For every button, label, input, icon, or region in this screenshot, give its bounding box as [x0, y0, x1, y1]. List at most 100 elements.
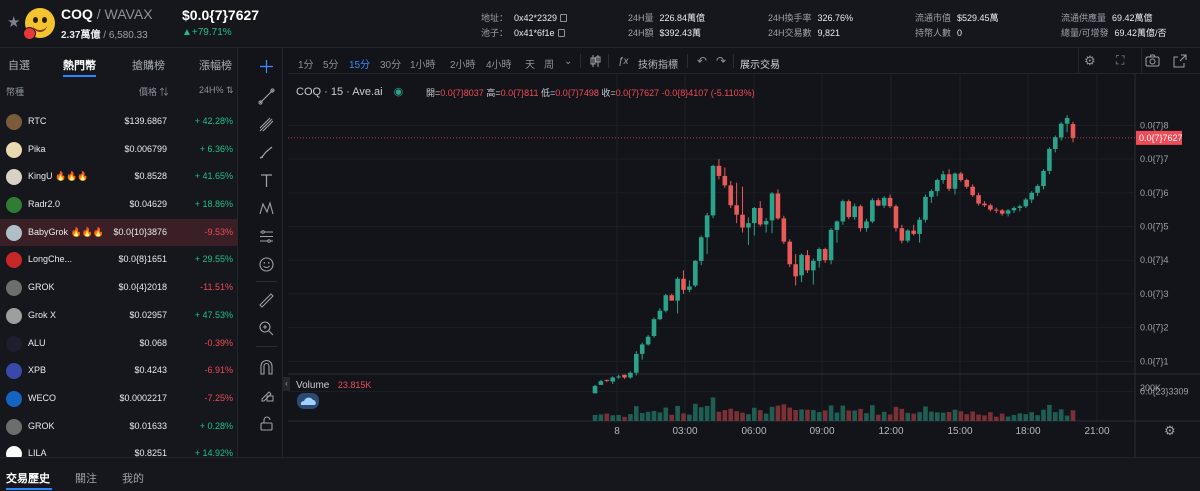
token-name: Radr2.0	[28, 199, 61, 210]
volume-bar	[1029, 412, 1034, 421]
x-tick-label: 15:00	[947, 426, 972, 437]
axis-settings-gear-icon[interactable]: ⚙	[1164, 424, 1176, 439]
copy-icon[interactable]	[557, 29, 565, 37]
token-change: + 42.28%	[194, 116, 233, 126]
candle	[1052, 137, 1058, 149]
favorite-star-icon[interactable]: ★	[7, 14, 21, 31]
token-row[interactable]: LongChe... $0.0{8}1651 + 29.55%	[0, 246, 238, 274]
interval-2h[interactable]: 2小時	[450, 60, 476, 71]
token-row[interactable]: Radr2.0 $0.04629 + 18.86%	[0, 191, 238, 219]
interval-week[interactable]: 周	[544, 60, 554, 71]
candle	[999, 210, 1005, 214]
settings-gear-icon[interactable]: ⚙	[1084, 53, 1096, 68]
token-name: Pika	[28, 143, 46, 154]
interval-5m[interactable]: 5分	[323, 60, 339, 71]
tab-hot[interactable]: 熱門幣	[63, 60, 96, 72]
ruler-icon[interactable]	[258, 292, 275, 309]
token-price: $0.8528	[134, 171, 167, 182]
popout-icon[interactable]	[1173, 54, 1187, 68]
token-row[interactable]: WECO $0.0002217 -7.25%	[0, 385, 238, 413]
candlestick-chart[interactable]: 0.0{7}8 0.0{7}7 0.0{7}6 0.0{7}5 0.0{7}4 0.0{7…	[288, 48, 1200, 457]
token-change: + 0.28%	[199, 420, 233, 431]
token-row[interactable]: RTC $139.6867 + 42.28%	[0, 108, 238, 136]
magnet-icon[interactable]	[258, 359, 275, 376]
candle	[846, 201, 852, 218]
token-row[interactable]: GROK $0.0{4}2018 -11.51%	[0, 274, 238, 302]
tab-follow[interactable]: 關注	[75, 473, 97, 485]
show-trades-button[interactable]: 展示交易	[740, 60, 780, 71]
candle	[881, 197, 887, 206]
interval-15m[interactable]: 15分	[349, 60, 371, 71]
volume-bar	[846, 410, 852, 421]
collapse-toolbar-button[interactable]: ‹	[283, 377, 290, 391]
unlock-icon[interactable]	[258, 415, 275, 432]
candle	[799, 254, 804, 276]
text-tool-icon[interactable]	[258, 172, 275, 189]
interval-1h[interactable]: 1小時	[410, 60, 436, 71]
volume-bar	[598, 414, 604, 421]
interval-day[interactable]: 天	[525, 60, 535, 71]
token-row[interactable]: Pika $0.006799 + 6.36%	[0, 136, 238, 164]
tab-gainers[interactable]: 漲幅榜	[199, 60, 232, 72]
copy-icon[interactable]	[560, 14, 568, 22]
tab-trade-history[interactable]: 交易歷史	[6, 473, 50, 485]
candle	[1070, 124, 1076, 138]
active-tab-indicator	[63, 75, 96, 77]
brush-icon[interactable]	[258, 144, 275, 161]
pattern-icon[interactable]	[258, 200, 275, 217]
token-name: ALU	[28, 337, 46, 348]
emoji-icon[interactable]	[258, 256, 275, 273]
y-tick-label: 0.0{7}6	[1140, 188, 1169, 198]
undo-icon[interactable]: ↶	[697, 54, 708, 68]
x-tick-label: 8	[614, 426, 620, 437]
interval-30m[interactable]: 30分	[380, 60, 402, 71]
measure-icon[interactable]	[258, 228, 275, 245]
tab-mine[interactable]: 我的	[122, 473, 144, 485]
token-price: $0.068	[139, 337, 167, 348]
volume-bar	[1035, 415, 1040, 421]
token-row[interactable]: GROK $0.01633 + 0.28%	[0, 413, 238, 441]
interval-1m[interactable]: 1分	[298, 60, 314, 71]
stat-item: 流通市值 $529.45萬	[915, 11, 999, 24]
fullscreen-icon[interactable]: ⛶	[1116, 53, 1125, 67]
token-row[interactable]: ALU $0.068 -0.39%	[0, 330, 238, 358]
token-row[interactable]: BabyGrok 🔥🔥🔥 $0.0{10}3876 -9.53%	[0, 218, 238, 247]
volume-bar	[698, 407, 704, 421]
interval-4h[interactable]: 4小時	[486, 60, 512, 71]
redo-icon[interactable]: ↷	[716, 54, 727, 68]
indicators-fx-icon[interactable]: ƒx	[618, 56, 629, 67]
candle	[875, 200, 881, 206]
candle-type-icon[interactable]	[590, 54, 601, 68]
indicators-button[interactable]: 技術指標	[638, 60, 678, 71]
more-intervals-chevron-icon[interactable]: ⌄	[564, 56, 573, 67]
token-row[interactable]: XPB $0.4243 -6.91%	[0, 357, 238, 385]
camera-icon[interactable]	[1145, 54, 1160, 67]
volume-bar	[1052, 412, 1058, 421]
lock-drawing-icon[interactable]	[258, 386, 275, 403]
candle	[1041, 170, 1046, 187]
col-change-sort[interactable]: 24H% ⇅	[199, 85, 234, 95]
crosshair-icon[interactable]	[258, 58, 275, 75]
tab-snipe[interactable]: 搶購榜	[132, 60, 165, 72]
stat-value: 326.76%	[817, 13, 854, 23]
token-row[interactable]: KingU 🔥🔥🔥 $0.8528 + 41.65%	[0, 163, 238, 191]
stat-item[interactable]: 池子： 0x41*6f1e	[481, 26, 565, 39]
candle	[870, 200, 875, 222]
volume-bar	[769, 406, 775, 421]
volume-bar	[1005, 416, 1011, 421]
volume-bar	[752, 407, 757, 421]
volume-bar	[893, 406, 899, 421]
pitchfork-icon[interactable]	[258, 116, 275, 133]
stat-item[interactable]: 地址： 0x42*2329	[481, 11, 568, 24]
trend-line-icon[interactable]	[258, 88, 275, 105]
col-price-sort[interactable]: 價格 ⇅	[139, 87, 169, 97]
volume-bar	[840, 405, 846, 421]
token-avatar	[6, 363, 22, 380]
tab-watchlist[interactable]: 自選	[8, 60, 30, 72]
current-price: $0.0{7}7627	[182, 7, 260, 23]
candle	[604, 379, 610, 381]
candle	[911, 230, 916, 234]
zoom-in-icon[interactable]	[258, 320, 275, 337]
token-price: $0.0{8}1651	[118, 254, 167, 265]
token-row[interactable]: Grok X $0.02957 + 47.53%	[0, 302, 238, 330]
